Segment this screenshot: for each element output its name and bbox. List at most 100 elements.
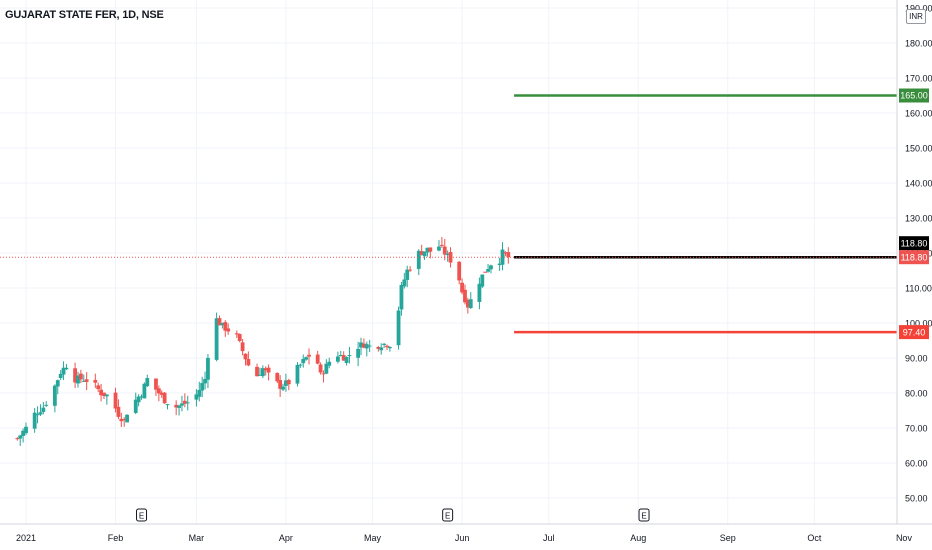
candle-body bbox=[21, 430, 26, 436]
price-tick-label: 60.00 bbox=[905, 459, 928, 469]
candle-body bbox=[226, 328, 231, 332]
candle-body bbox=[58, 374, 63, 378]
candle-body bbox=[139, 396, 144, 398]
candle-body bbox=[174, 404, 179, 408]
candle-body bbox=[295, 364, 300, 384]
price-tick-label: 140.00 bbox=[905, 179, 932, 189]
price-tick-label: 50.00 bbox=[905, 494, 928, 504]
candle-body bbox=[180, 403, 184, 406]
symbol-title: GUJARAT STATE FER, 1D, NSE bbox=[5, 9, 164, 21]
candle-body bbox=[35, 414, 40, 416]
time-tick-label: Jun bbox=[455, 533, 470, 543]
candle-body bbox=[84, 379, 89, 382]
candle-body bbox=[356, 348, 361, 358]
candle-body bbox=[159, 392, 164, 395]
price-tick-label: 180.00 bbox=[905, 39, 932, 49]
candle-body bbox=[307, 354, 311, 357]
earnings-marker-label: E bbox=[139, 512, 144, 521]
candle-body bbox=[18, 435, 23, 439]
candle-body bbox=[64, 367, 69, 370]
candle-body bbox=[255, 366, 259, 377]
candle-body bbox=[460, 282, 464, 293]
candle-body bbox=[359, 342, 363, 348]
candle-body bbox=[275, 373, 280, 382]
candle-body bbox=[408, 269, 413, 271]
currency-badge[interactable]: INR bbox=[906, 9, 926, 24]
price-levels bbox=[514, 94, 897, 334]
candle-body bbox=[298, 364, 303, 366]
price-axis[interactable]: 50.0060.0070.0080.0090.00100.00110.00120… bbox=[896, 0, 932, 524]
candle-body bbox=[214, 318, 219, 360]
candle-body bbox=[177, 405, 181, 408]
price-tick-label: 130.00 bbox=[905, 214, 932, 224]
stop-level-tag-label: 97.40 bbox=[903, 327, 926, 337]
candle-body bbox=[315, 354, 320, 364]
candle-body bbox=[428, 247, 433, 252]
candle-body bbox=[321, 373, 326, 375]
target-level-tag bbox=[899, 88, 929, 103]
candle-body bbox=[206, 357, 210, 380]
candle-body bbox=[55, 380, 60, 387]
candle-body bbox=[145, 378, 150, 387]
candle-body bbox=[387, 346, 392, 349]
candle-body bbox=[200, 383, 205, 391]
candle-body bbox=[133, 399, 138, 413]
earnings-marker[interactable] bbox=[638, 508, 650, 522]
earnings-marker-label: E bbox=[641, 512, 646, 521]
candle-body bbox=[154, 378, 158, 390]
earnings-marker[interactable] bbox=[442, 508, 454, 522]
candle-body bbox=[457, 261, 462, 281]
candle-body bbox=[338, 355, 343, 357]
candle-body bbox=[327, 361, 332, 366]
candle-body bbox=[318, 364, 323, 373]
price-tick-label: 80.00 bbox=[905, 389, 928, 399]
candle-body bbox=[197, 389, 202, 397]
candle-body bbox=[341, 355, 346, 361]
candle-body bbox=[113, 392, 118, 409]
candle-body bbox=[41, 407, 46, 412]
target-level-tag-label: 165.00 bbox=[900, 91, 928, 101]
candle-body bbox=[61, 367, 66, 375]
candle-body bbox=[81, 380, 86, 382]
candlestick-series bbox=[15, 237, 511, 446]
time-tick-label: Feb bbox=[108, 533, 124, 543]
candle-body bbox=[425, 247, 430, 253]
candle-body bbox=[364, 344, 369, 349]
candle-body bbox=[301, 358, 306, 364]
time-tick-label: Apr bbox=[279, 533, 293, 543]
candle-body bbox=[503, 252, 508, 254]
price-tick-label: 150.00 bbox=[905, 144, 932, 154]
candle-body bbox=[243, 353, 248, 360]
candle-body bbox=[162, 392, 167, 404]
time-tick-label: May bbox=[364, 533, 382, 543]
time-tick-label: Mar bbox=[189, 533, 205, 543]
candle-body bbox=[405, 269, 410, 280]
candle-body bbox=[422, 251, 427, 257]
candle-body bbox=[304, 357, 309, 360]
candle-body bbox=[104, 394, 109, 397]
candle-body bbox=[217, 318, 222, 326]
candle-body bbox=[500, 249, 505, 265]
candle-body bbox=[399, 284, 404, 310]
candle-body bbox=[240, 342, 245, 352]
candle-body bbox=[258, 374, 262, 376]
candle-body bbox=[165, 404, 170, 406]
candle-body bbox=[379, 347, 384, 351]
time-tick-label: Sep bbox=[720, 533, 736, 543]
candle-body bbox=[78, 373, 83, 380]
price-tick-label: 160.00 bbox=[905, 109, 932, 119]
chart-grid bbox=[0, 0, 897, 524]
candle-body bbox=[284, 380, 288, 386]
candle-body bbox=[93, 379, 98, 383]
earnings-marker[interactable] bbox=[136, 508, 148, 522]
time-axis[interactable]: 2021 Feb Mar Apr May Jun Jul Aug Sep Oct Nov bbox=[0, 523, 932, 543]
price-tick-label: 190.00 bbox=[905, 4, 932, 14]
candle-body bbox=[445, 253, 450, 256]
entry-level-tag-label: 118.80 bbox=[901, 238, 928, 248]
candle-body bbox=[260, 368, 265, 377]
candle-body bbox=[125, 414, 129, 423]
candle-body bbox=[203, 378, 207, 384]
candle-body bbox=[416, 250, 421, 269]
